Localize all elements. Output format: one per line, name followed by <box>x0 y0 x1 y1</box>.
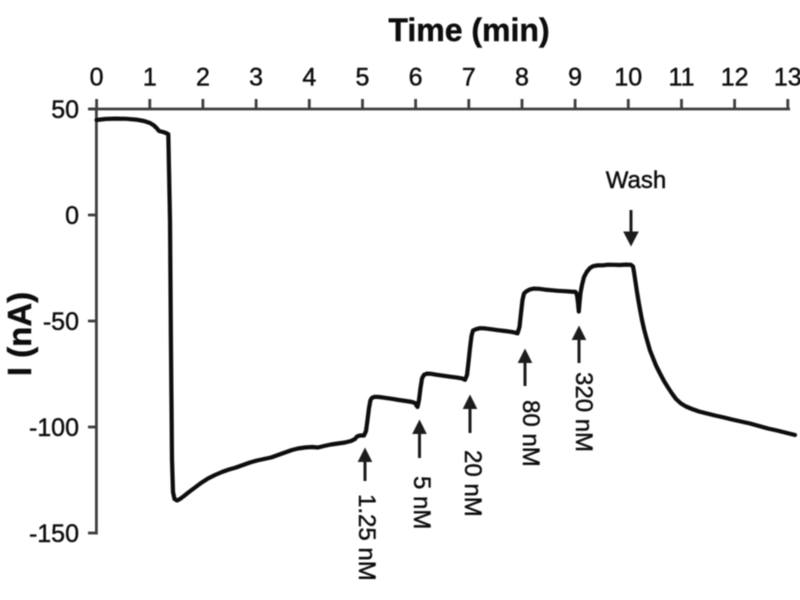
svg-text:8: 8 <box>515 64 529 92</box>
svg-text:4: 4 <box>302 64 316 92</box>
svg-text:-50: -50 <box>43 308 79 336</box>
svg-text:11: 11 <box>669 64 695 92</box>
svg-text:13: 13 <box>774 64 800 92</box>
svg-text:0: 0 <box>65 202 79 230</box>
svg-text:I (nA): I (nA) <box>1 292 38 376</box>
svg-text:12: 12 <box>721 64 749 92</box>
svg-text:1.25 nM: 1.25 nM <box>353 494 380 581</box>
svg-text:9: 9 <box>568 64 582 92</box>
svg-text:5: 5 <box>356 64 370 92</box>
svg-text:50: 50 <box>51 96 79 124</box>
svg-text:2: 2 <box>196 64 210 92</box>
svg-text:-100: -100 <box>29 414 79 442</box>
svg-text:0: 0 <box>90 64 104 92</box>
svg-text:7: 7 <box>462 64 476 92</box>
svg-text:320 nM: 320 nM <box>570 372 597 452</box>
svg-text:5 nM: 5 nM <box>408 476 435 529</box>
svg-text:Time (min): Time (min) <box>388 12 549 48</box>
svg-text:3: 3 <box>249 64 263 92</box>
svg-text:Wash: Wash <box>606 167 666 194</box>
svg-text:80 nM: 80 nM <box>517 400 544 467</box>
svg-text:-150: -150 <box>29 520 79 548</box>
svg-text:20 nM: 20 nM <box>459 450 486 517</box>
svg-text:6: 6 <box>409 64 423 92</box>
svg-text:1: 1 <box>143 64 157 92</box>
svg-text:10: 10 <box>614 64 642 92</box>
